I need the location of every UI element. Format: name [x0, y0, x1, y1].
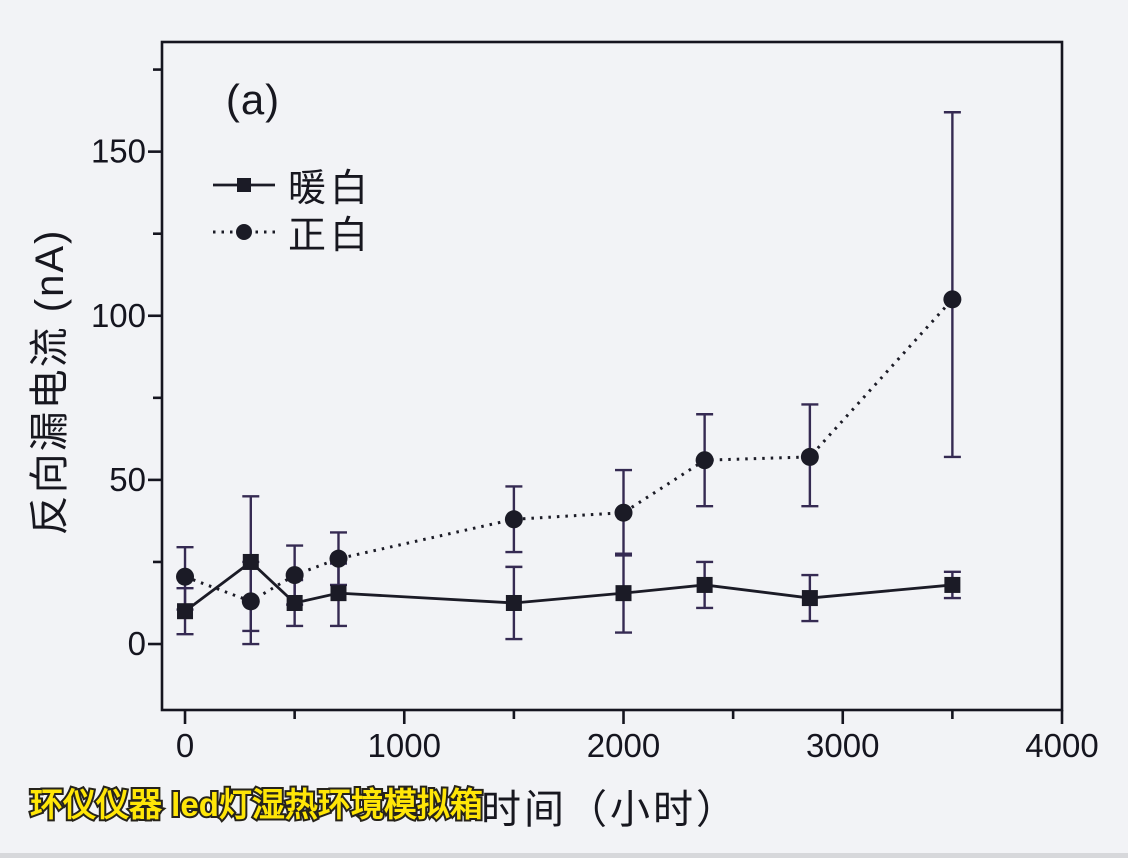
- data-point-circle-marker: [176, 567, 195, 586]
- x-tick-label: 3000: [806, 727, 879, 764]
- legend-item-pure-white: 正白: [210, 208, 372, 257]
- y-tick-label: 50: [109, 461, 146, 498]
- panel-label: (a): [225, 76, 281, 123]
- data-series: [176, 290, 962, 620]
- y-axis-label: 反向漏电流 (nA): [28, 228, 72, 536]
- legend: 暖白 正白: [210, 161, 372, 257]
- x-tick-label: 0: [176, 727, 194, 764]
- data-point-circle-marker: [241, 592, 260, 611]
- data-point-circle-marker: [614, 503, 633, 522]
- watermark-text: 环仪仪器 led灯湿热环境模拟箱: [30, 786, 483, 823]
- legend-label-warm-white: 暖白: [288, 168, 373, 210]
- data-point-circle-marker: [800, 447, 819, 466]
- x-tick-label: 4000: [1025, 727, 1098, 764]
- data-point-square-marker: [330, 585, 347, 602]
- axis-tick-labels: 0 1000 2000 3000 4000 0 50 100 150: [91, 133, 1099, 764]
- watermark: 环仪仪器 led灯湿热环境模拟箱: [28, 784, 485, 825]
- series-line-dotted: [184, 298, 954, 604]
- legend-label-pure-white: 正白: [288, 215, 373, 257]
- data-point-circle-marker: [695, 451, 714, 470]
- x-tick-label: 2000: [587, 727, 660, 764]
- data-point-circle-marker: [943, 290, 962, 309]
- data-point-square-marker: [801, 590, 818, 607]
- y-tick-label: 0: [128, 625, 146, 662]
- legend-item-warm-white: 暖白: [210, 161, 372, 210]
- plot-frame: [160, 40, 1064, 712]
- x-tick-label: 1000: [368, 727, 441, 764]
- data-point-circle-marker: [504, 510, 523, 529]
- data-point-circle-marker: [329, 549, 348, 568]
- axis-ticks: [148, 68, 1064, 724]
- data-point-square-marker: [944, 576, 961, 593]
- data-point-square-marker: [177, 603, 194, 620]
- data-point-square-marker: [615, 585, 632, 602]
- data-point-square-marker: [505, 594, 522, 611]
- legend-sample-dotted-circle-icon: [213, 223, 275, 240]
- legend-sample-solid-square-icon: [213, 177, 275, 192]
- y-tick-label: 100: [91, 297, 146, 334]
- data-point-square-marker: [696, 576, 713, 593]
- data-point-square-marker: [286, 594, 303, 611]
- bottom-border-strip: [0, 853, 1128, 858]
- data-point-square-marker: [242, 553, 259, 570]
- x-axis-label: 时间（小时）: [481, 788, 739, 832]
- data-point-circle-marker: [285, 566, 304, 585]
- y-tick-label: 150: [91, 133, 146, 170]
